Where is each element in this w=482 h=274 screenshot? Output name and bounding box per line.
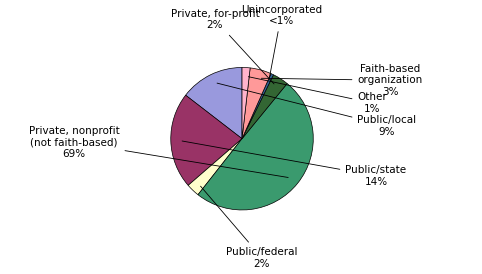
Wedge shape [242,75,287,139]
Wedge shape [242,74,273,139]
Text: Faith-based
organization
3%: Faith-based organization 3% [261,64,423,97]
Text: Unincorporated
<1%: Unincorporated <1% [241,5,322,79]
Text: Public/federal
2%: Public/federal 2% [201,186,298,269]
Text: Other
1%: Other 1% [248,77,387,114]
Wedge shape [171,95,242,185]
Text: Public/local
9%: Public/local 9% [217,83,416,137]
Wedge shape [242,68,271,139]
Wedge shape [188,139,242,195]
Text: Public/state
14%: Public/state 14% [182,141,406,187]
Wedge shape [242,67,250,139]
Text: Private, nonprofit
(not faith-based)
69%: Private, nonprofit (not faith-based) 69% [29,126,288,178]
Wedge shape [198,84,313,210]
Wedge shape [186,67,242,139]
Text: Private, for-profit
2%: Private, for-profit 2% [171,9,274,84]
